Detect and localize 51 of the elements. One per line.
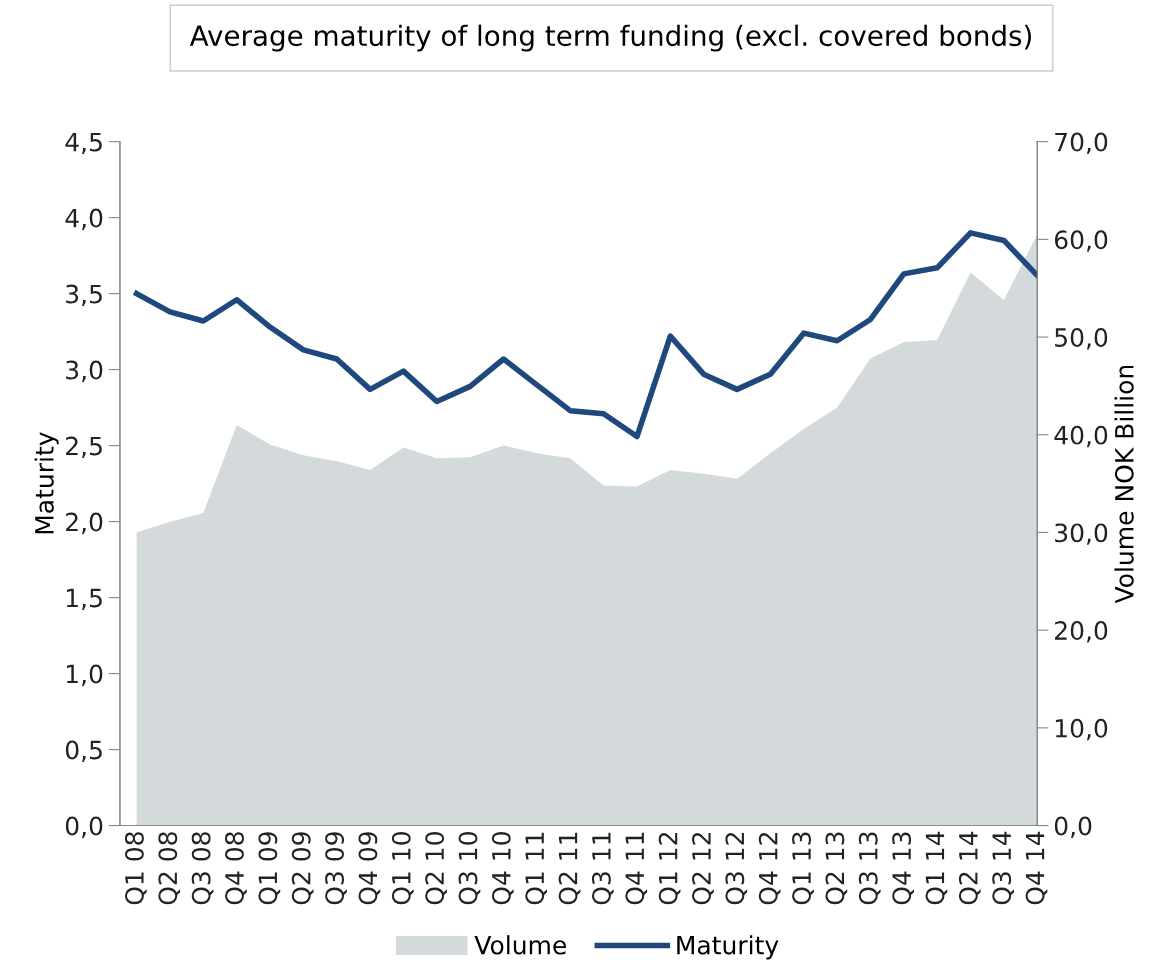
x-tick-label: Q1 08 — [124, 832, 147, 905]
y2-tick-label: 0,0 — [1054, 816, 1092, 838]
x-tick-label: Q1 10 — [391, 832, 414, 905]
x-tick-label: Q3 12 — [725, 832, 748, 905]
y2-tick-label: 30,0 — [1055, 523, 1108, 545]
x-tick-label: Q4 13 — [892, 832, 914, 905]
y-tick-label: 3,0 — [66, 360, 103, 383]
x-tick-label: Q4 09 — [358, 832, 381, 905]
y2-tick-label: 10,0 — [1055, 718, 1108, 741]
x-tick-label: Q3 10 — [458, 832, 481, 905]
x-tick-label: Q2 13 — [825, 832, 848, 905]
x-tick-label: Q3 13 — [858, 832, 881, 905]
legend-label: Maturity — [677, 935, 779, 960]
y-tick-label: 2,5 — [66, 436, 102, 459]
x-tick-label: Q2 12 — [692, 832, 714, 905]
x-tick-label: Q2 08 — [158, 832, 181, 905]
y-tick-label: 0,5 — [65, 740, 102, 762]
y2-tick-label: 60,0 — [1054, 230, 1108, 252]
y2-tick-label: 40,0 — [1054, 425, 1108, 448]
y-tick-label: 3,5 — [66, 284, 102, 307]
x-tick-label: Q3 08 — [191, 832, 214, 905]
x-tick-label: Q2 11 — [558, 832, 581, 905]
chart-title: Average maturity of long term funding (excl. covered bonds) — [189, 24, 1031, 52]
x-tick-label: Q4 08 — [225, 832, 247, 905]
x-tick-label: Q4 10 — [491, 832, 514, 905]
y-axis-title: Maturity — [34, 432, 59, 534]
y-tick-label: 4,5 — [65, 132, 102, 155]
y-tick-label: 1,5 — [66, 588, 102, 610]
x-tick-label: Q4 11 — [625, 832, 648, 905]
y2-tick-label: 70,0 — [1055, 132, 1108, 155]
x-tick-label: Q1 14 — [925, 831, 948, 905]
x-tick-label: Q1 13 — [792, 832, 814, 905]
x-tick-label: Q4 14 — [1025, 831, 1048, 905]
x-tick-label: Q2 10 — [425, 832, 447, 905]
y-tick-label: 4,0 — [65, 208, 103, 231]
x-tick-label: Q3 14 — [992, 831, 1014, 905]
y-tick-label: 0,0 — [65, 816, 103, 838]
y-tick-label: 2,0 — [66, 512, 103, 535]
x-tick-label: Q3 09 — [325, 832, 347, 905]
x-tick-label: Q1 11 — [525, 832, 548, 905]
y-tick-label: 1,0 — [66, 664, 103, 686]
y2-tick-label: 50,0 — [1055, 328, 1108, 350]
x-tick-label: Q2 09 — [291, 832, 314, 905]
legend-label: Volume — [474, 935, 566, 955]
x-tick-label: Q1 09 — [258, 832, 281, 905]
x-tick-label: Q2 14 — [958, 831, 981, 905]
x-tick-label: Q3 11 — [591, 832, 614, 905]
x-tick-label: Q4 12 — [758, 832, 781, 905]
x-tick-label: Q1 12 — [658, 832, 681, 905]
y2-axis-title: Volume NOK Billion — [1114, 365, 1134, 604]
y2-tick-label: 20,0 — [1055, 621, 1108, 643]
